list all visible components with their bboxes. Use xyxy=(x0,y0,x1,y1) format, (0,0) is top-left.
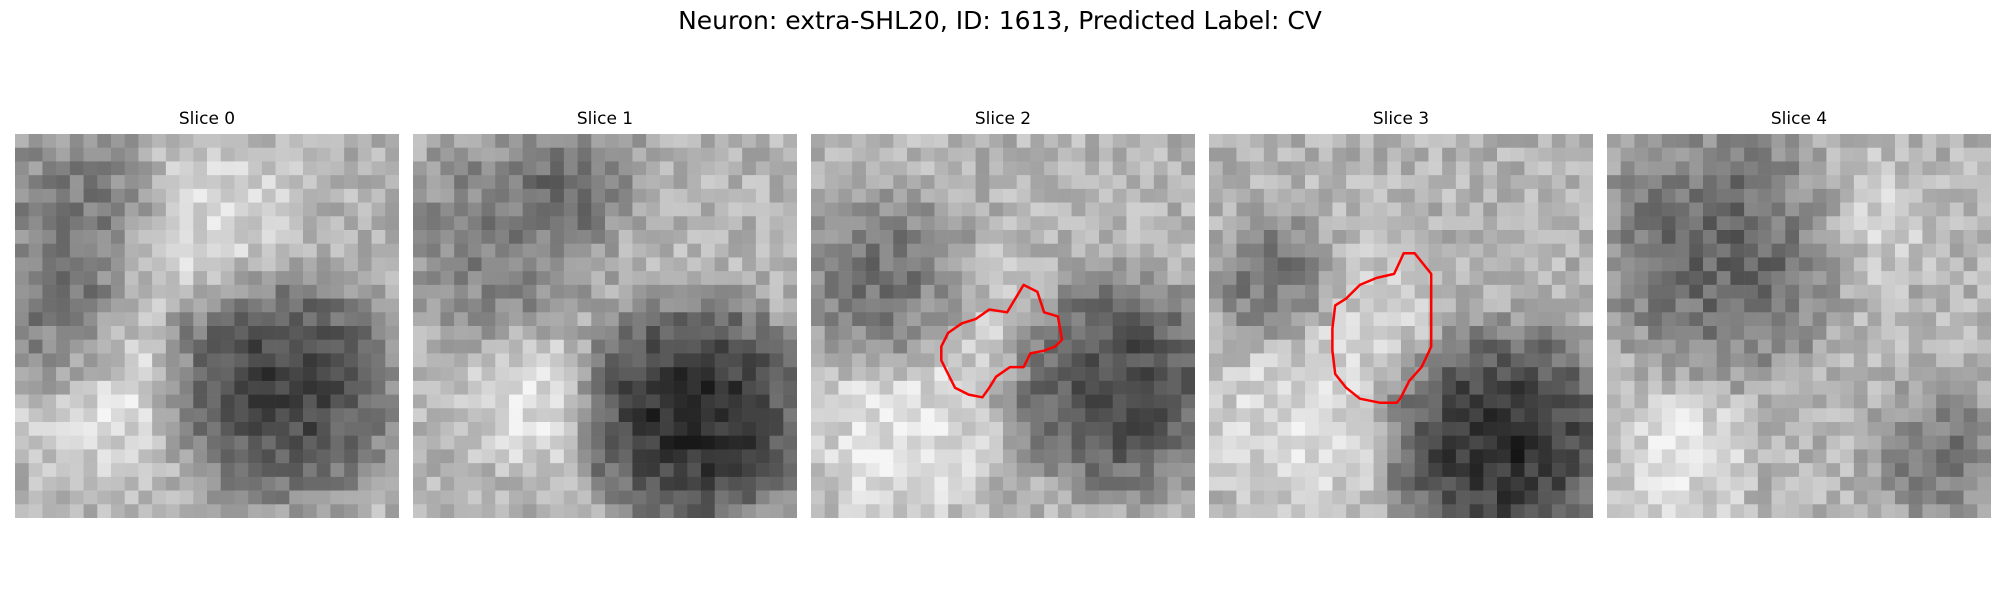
slice-panel-2: Slice 2 xyxy=(811,108,1195,518)
slice-image xyxy=(1607,134,1991,518)
slice-image xyxy=(413,134,797,518)
pixel-grid xyxy=(811,134,1195,518)
slice-image xyxy=(811,134,1195,518)
slice-panel-1: Slice 1 xyxy=(413,108,797,518)
pixel-grid xyxy=(413,134,797,518)
pixel-grid xyxy=(15,134,399,518)
slice-panel-4: Slice 4 xyxy=(1607,108,1991,518)
slice-title: Slice 0 xyxy=(178,109,236,129)
pixel-grid xyxy=(1607,134,1991,518)
slice-title: Slice 2 xyxy=(974,109,1032,129)
slice-image xyxy=(15,134,399,518)
pixel-grid xyxy=(1209,134,1593,518)
segmentation-contour xyxy=(940,283,1064,399)
slice-title: Slice 4 xyxy=(1770,109,1828,129)
slice-title: Slice 1 xyxy=(576,109,634,129)
slice-panel-3: Slice 3 xyxy=(1209,108,1593,518)
slice-image xyxy=(1209,134,1593,518)
slice-panel-0: Slice 0 xyxy=(15,108,399,518)
segmentation-contour xyxy=(1331,252,1433,405)
figure-title: Neuron: extra-SHL20, ID: 1613, Predicted… xyxy=(678,6,1322,35)
slice-title: Slice 3 xyxy=(1372,109,1430,129)
